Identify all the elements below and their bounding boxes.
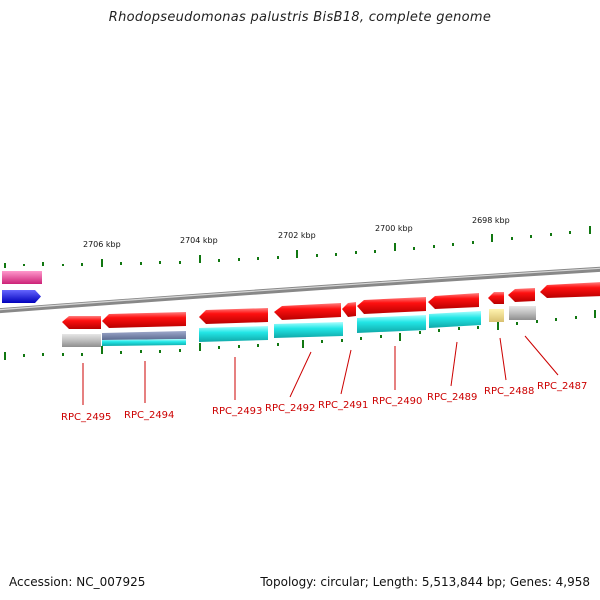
gene-arrows xyxy=(62,282,600,329)
cds-bar-rpc2494-slate[interactable] xyxy=(102,331,186,340)
kbp-label-2702: 2702 kbp xyxy=(278,231,316,240)
cds-bar-rpc2490[interactable] xyxy=(357,315,426,333)
left-magenta-feature[interactable] xyxy=(2,271,42,284)
cds-bar-rpc2492[interactable] xyxy=(274,322,343,338)
gene-arrow-rpc2493[interactable] xyxy=(199,308,268,324)
gene-arrow-rpc2488[interactable] xyxy=(488,292,504,304)
gene-arrow-rpc2489[interactable] xyxy=(428,293,479,309)
map-title: Rhodopseudomonas palustris BisB18, compl… xyxy=(108,10,492,25)
kbp-label-2698: 2698 kbp xyxy=(472,216,510,225)
gene-label-rpc2489[interactable]: RPC_2489 xyxy=(427,392,477,403)
cds-bar-rpc2488[interactable] xyxy=(489,309,504,322)
accession-text: Accession: NC_007925 xyxy=(9,575,146,589)
cds-bar-rpc2487[interactable] xyxy=(509,306,536,320)
gene-arrow-right-edge[interactable] xyxy=(540,282,600,298)
kbp-label-2704: 2704 kbp xyxy=(180,236,218,245)
gene-label-rpc2495[interactable]: RPC_2495 xyxy=(61,412,111,423)
lower-scale-ticks xyxy=(4,310,596,360)
gene-arrow-rpc2491[interactable] xyxy=(342,302,356,317)
kbp-label-2700: 2700 kbp xyxy=(375,224,413,233)
cds-bars xyxy=(62,306,536,347)
label-leaders xyxy=(82,335,559,405)
gene-arrow-rpc2494[interactable] xyxy=(102,312,186,328)
gene-arrow-rpc2487[interactable] xyxy=(508,288,535,302)
gene-arrow-rpc2492[interactable] xyxy=(274,303,341,320)
gene-arrow-rpc2495[interactable] xyxy=(62,316,101,329)
gene-label-rpc2487[interactable]: RPC_2487 xyxy=(537,381,587,392)
genome-backbone xyxy=(0,266,600,314)
cds-bar-rpc2494-cyan[interactable] xyxy=(102,339,186,346)
cds-bar-rpc2493[interactable] xyxy=(199,326,268,342)
gene-labels: RPC_2495 RPC_2494 RPC_2493 RPC_2492 RPC_… xyxy=(61,381,587,423)
gene-arrow-rpc2490[interactable] xyxy=(357,297,426,314)
gene-label-rpc2488[interactable]: RPC_2488 xyxy=(484,386,534,397)
gene-label-rpc2492[interactable]: RPC_2492 xyxy=(265,403,315,414)
gene-label-rpc2490[interactable]: RPC_2490 xyxy=(372,396,422,407)
genome-summary-text: Topology: circular; Length: 5,513,844 bp… xyxy=(260,575,590,589)
kbp-label-2706: 2706 kbp xyxy=(83,240,121,249)
cds-bar-rpc2489[interactable] xyxy=(429,311,481,328)
gene-label-rpc2494[interactable]: RPC_2494 xyxy=(124,410,174,421)
gene-label-rpc2493[interactable]: RPC_2493 xyxy=(212,406,262,417)
gene-label-rpc2491[interactable]: RPC_2491 xyxy=(318,400,368,411)
cds-bar-rpc2495[interactable] xyxy=(62,334,101,347)
left-blue-feature[interactable] xyxy=(2,290,41,303)
upper-scale-ticks xyxy=(4,226,591,268)
